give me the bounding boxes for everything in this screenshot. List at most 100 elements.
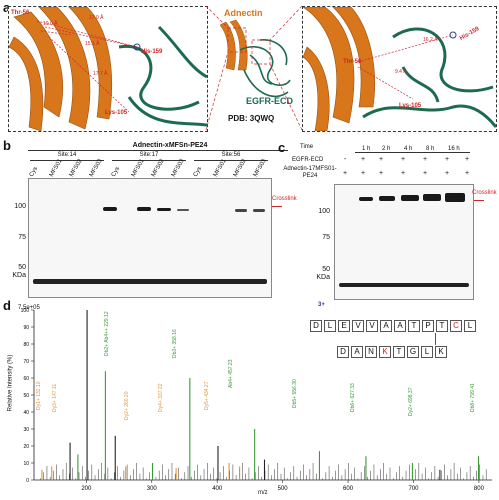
residue-lys105-right: Lys-105 [399, 103, 422, 109]
row2-sign: + [444, 170, 450, 177]
crosslink-band [423, 194, 441, 201]
time-4h: 4 h [404, 146, 413, 152]
row1-sign: + [422, 156, 428, 163]
time-8h: 8 h [426, 146, 435, 152]
crosslink-band [137, 207, 151, 211]
sequence-residue: L [464, 320, 476, 332]
x-tick-label: 500 [278, 486, 289, 492]
monomer-band-row [339, 283, 469, 287]
crosslink-band [157, 208, 171, 211]
y-tick-label: 90 [23, 325, 29, 331]
y-tick-label: 20 [23, 444, 29, 450]
sequence-residue: T [393, 346, 405, 358]
crosslink-band [235, 209, 247, 212]
crosslink-arrow-c [474, 200, 484, 201]
peak-label-b2: Db2+ Ab4++ 229.12 [104, 311, 110, 356]
residue-his159-left: His-159 [141, 49, 163, 55]
distance-label-2: 15.1 Å [85, 41, 100, 47]
peak-label-b3: Db3+ 358.16 [172, 329, 178, 358]
crosslink-band [445, 193, 465, 202]
mw-marker-75-c: 75 [322, 234, 330, 241]
panel-a-label: a [3, 0, 11, 15]
panel-b-title-rule [28, 150, 288, 151]
residue-thr56-right: Thr-56 [343, 59, 362, 65]
crosslink-bond [435, 333, 436, 345]
sequence-residue: V [366, 320, 378, 332]
time-label: Time [300, 144, 314, 150]
protein-structure-overview [219, 19, 291, 98]
sequence-residue: N [365, 346, 377, 358]
mw-marker-50-c: 50 [322, 266, 330, 273]
site-group-17: Site:17 [139, 152, 159, 158]
distance-label-r1: 16.2 Å [423, 37, 438, 43]
time-rule [355, 152, 470, 153]
y-tick-label: 10 [23, 461, 29, 467]
peak-label-y4: Dy4+ 337.22 [158, 383, 164, 413]
distance-label-3: 17.7 Å [93, 71, 108, 77]
crosslink-label-c: Crosslink [472, 190, 497, 196]
distance-label-1: 17.0 Å [89, 15, 104, 21]
structure-zoom-right: Thr-56 His-159 Lys-105 16.2 Å 9.4 Å [302, 6, 497, 132]
sequence-residue: C [450, 320, 462, 332]
western-blot-c [334, 184, 474, 300]
crosslink-band [177, 209, 189, 211]
y-tick-label: 70 [23, 359, 29, 365]
site-rule-14 [30, 160, 104, 161]
sequence-residue: A [380, 320, 392, 332]
row2-sign: + [422, 170, 428, 177]
structure-overview: Adnectin EGFR-ECD PDB: 3QWQ [210, 8, 294, 128]
protein-structure-right [303, 7, 496, 131]
peak-label-b6: Db6+ 627.33 [350, 383, 356, 412]
y-tick-label: 100 [21, 308, 30, 314]
sequence-residue: P [422, 320, 434, 332]
adnectin-label: Adnectin [224, 8, 263, 18]
peak-label-y5: Dy5+ 434.27 [204, 381, 210, 411]
mw-marker-50: 50 [18, 264, 26, 271]
charge-state: 3+ [318, 302, 325, 308]
y-tick-label: 40 [23, 410, 29, 416]
crosslink-label-b: Crosslink [272, 196, 297, 202]
y-tick-label: 50 [23, 393, 29, 399]
crosslink-band [103, 207, 117, 211]
mw-marker-100-c: 100 [318, 208, 330, 215]
time-1h: 1 h [362, 146, 371, 152]
x-tick-label: 200 [81, 486, 92, 492]
row2-sign: + [360, 170, 366, 177]
egfr-ecd-label: EGFR-ECD [246, 96, 293, 106]
zoom-connectors [205, 5, 303, 131]
crosslink-band [379, 196, 395, 201]
site-group-56: Site:56 [221, 152, 241, 158]
western-blot-b [28, 178, 272, 298]
panel-b-label: b [3, 138, 11, 153]
row-adnectin-label: Adnectin-17MFS01-PE24 [283, 166, 337, 179]
site-group-14: Site:14 [57, 152, 77, 158]
crosslink-arrow [272, 206, 282, 207]
row2-sign: + [400, 170, 406, 177]
x-tick-label: 400 [212, 486, 223, 492]
sequence-residue: K [435, 346, 447, 358]
monomer-band-row [33, 279, 267, 284]
panel-d-label: d [3, 298, 11, 313]
x-tick-label: 800 [474, 486, 485, 492]
x-axis-label: m/z [258, 490, 268, 496]
row1-sign: + [378, 156, 384, 163]
distance-label-r2: 9.4 Å [395, 69, 407, 75]
panel-b-title: Adnectin-xMFSn-PE24 [132, 142, 208, 149]
x-tick-label: 300 [147, 486, 158, 492]
x-tick-label: 600 [343, 486, 354, 492]
y-tick-label: 30 [23, 427, 29, 433]
site-rule-56 [194, 160, 268, 161]
peak-label-dy2: Dy2+ 698.37 [408, 387, 414, 417]
residue-thr56-left: Thr-56 [11, 10, 30, 16]
structure-zoom-left: Thr-56 His-159 Lys-105 17.0 Å 15.1 Å 17.… [8, 6, 208, 132]
peak-label-b4: Ab4+ 457.23 [228, 359, 234, 389]
row1-sign: + [360, 156, 366, 163]
sequence-residue: T [408, 320, 420, 332]
time-2h: 2 h [382, 146, 391, 152]
residue-lys105-left: Lys-105 [105, 110, 128, 116]
sequence-residue: V [352, 320, 364, 332]
y-tick-label: 0 [26, 478, 29, 484]
sequence-residue: A [394, 320, 406, 332]
sequence-residue: D [310, 320, 322, 332]
